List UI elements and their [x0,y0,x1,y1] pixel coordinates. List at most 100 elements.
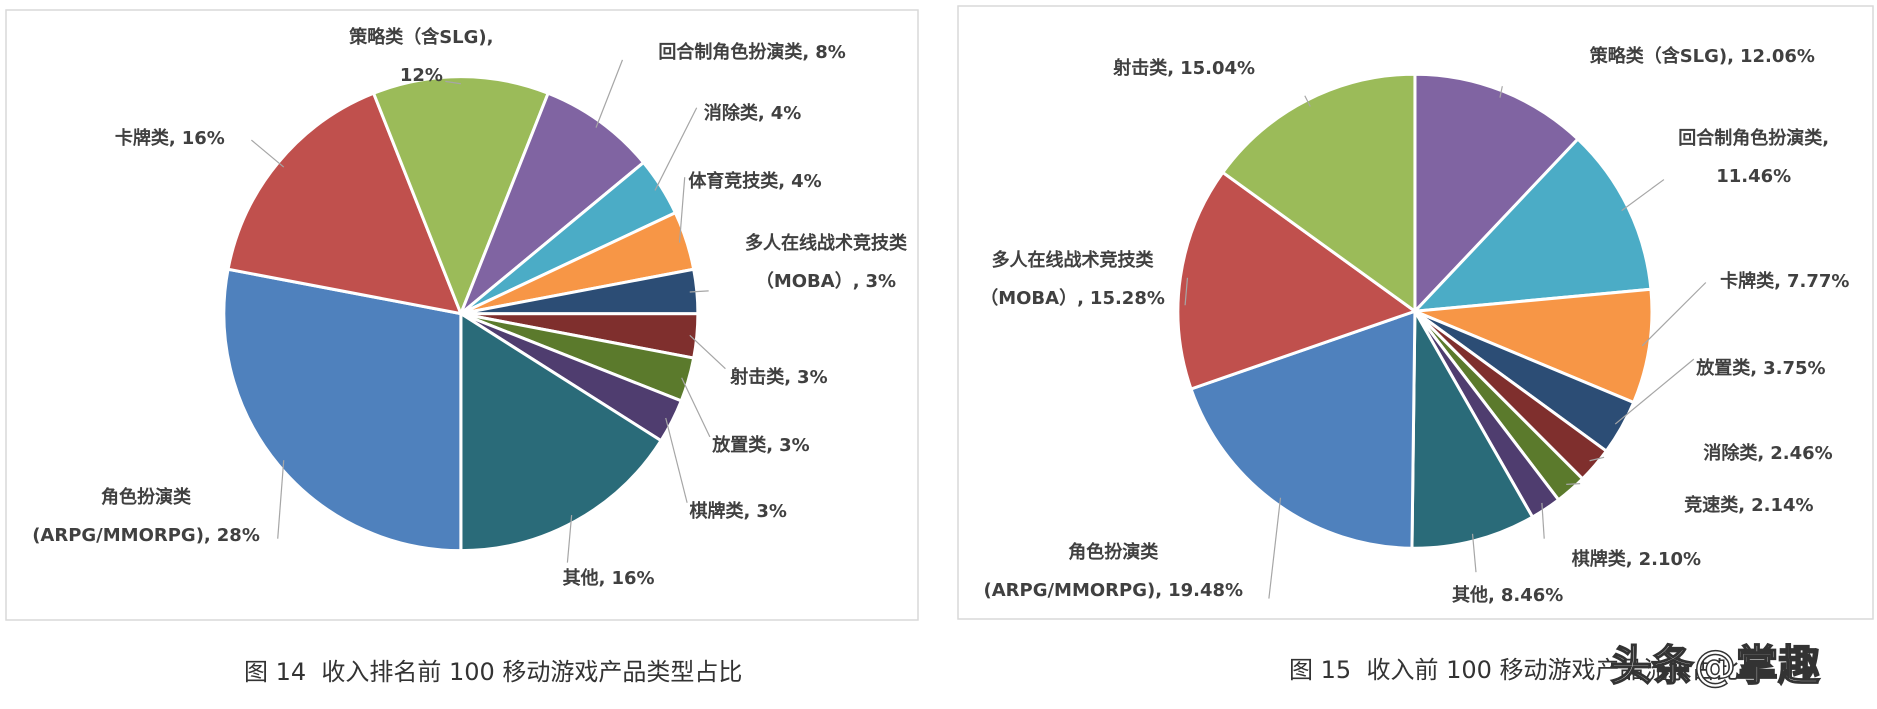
value-label: 8.46% [1500,584,1564,606]
chart-caption: 图 15 收入前 100 移动游戏产品流水占比 [1289,656,1740,684]
pie-slice [371,75,551,318]
slice-label: 其他, 16% [563,560,655,598]
slice-label: 回合制角色扮演类, 8% [658,34,845,72]
leader-line [1566,483,1581,485]
leader-line [1471,533,1477,573]
watermark: 头条@掌趣 [1609,640,1821,691]
value-label: 11.46% [1716,165,1792,187]
slice-label: 射击类, 3% [730,359,827,397]
value-label: 3% [779,435,810,457]
value-label: 15.28% [1089,287,1165,309]
slice-label: 策略类（含SLG), 12.06% [1590,38,1815,76]
pie-slice [222,267,463,553]
slice-label: 消除类, 2.46% [1703,435,1832,473]
slice-label: 卡牌类, 16% [115,120,225,158]
value-label: 7.77% [1787,271,1850,293]
slice-label: 射击类, 15.04% [1113,50,1255,88]
leader-line [250,139,285,168]
leader-line [689,290,709,293]
category-label: 其他, [1452,584,1495,606]
category-label: 卡牌类, [114,127,176,149]
leader-line [1304,95,1311,107]
slice-label: 体育竞技类, 4% [688,163,821,201]
value-label: 2.46% [1770,442,1833,464]
pie-slice [1411,136,1653,314]
category-label: 其他, [562,568,606,590]
leader-line [678,177,686,243]
slice-label: 角色扮演类 (ARPG/MMORPG), 19.48% [983,534,1243,610]
value-label: 16% [181,127,225,149]
category-label: 多人在线战术竞技类 （MOBA）, [744,233,907,293]
pie-slice [459,310,664,553]
leader-line [1541,502,1545,539]
pie-slice [1176,170,1419,391]
category-label: 棋牌类, [1571,549,1633,571]
slice-label: 策略类（含SLG), 12% [349,19,493,95]
category-label: 消除类, [1703,442,1765,464]
leader-line [1589,456,1605,462]
value-label: 4% [770,102,802,124]
slice-label: 放置类, 3.75% [1696,350,1825,388]
value-label: 15.04% [1180,58,1256,80]
leader-line [681,377,711,438]
category-label: 策略类（含SLG), [349,27,494,49]
slice-label: 棋牌类, 3% [690,493,787,531]
chart-caption: 图 14 收入排名前 100 移动游戏产品类型占比 [243,658,743,687]
value-label: 3% [756,501,787,523]
leader-line [595,59,624,128]
value-label: 19.48% [1168,579,1244,601]
leader-line [1268,497,1282,599]
pie-slice [459,91,646,315]
leader-line [1641,282,1707,347]
value-label: 3% [865,271,897,293]
category-label: 射击类, [1113,58,1175,80]
category-label: 放置类, [1696,357,1758,379]
slice-label: 棋牌类, 2.10% [1572,541,1701,579]
value-label: 28% [216,524,260,546]
leader-line [1184,277,1189,306]
value-label: 3.75% [1763,357,1826,379]
value-label: 3% [797,367,828,389]
category-label: 多人在线战术竞技类 （MOBA）, [980,249,1154,309]
slice-label: 其他, 8.46% [1452,577,1563,615]
category-label: 竞速类, [1684,495,1746,517]
slice-label: 多人在线战术竞技类 （MOBA）, 3% [745,225,907,301]
slice-label: 消除类, 4% [704,95,801,133]
category-label: 回合制角色扮演类, [1678,127,1830,149]
slice-label: 卡牌类, 7.77% [1720,263,1849,301]
slice-label: 竞速类, 2.14% [1684,487,1813,525]
leader-line [1499,86,1503,98]
leader-line [654,107,698,191]
category-label: 射击类, [730,367,792,389]
value-label: 2.14% [1751,495,1814,517]
leader-line [1621,179,1665,212]
category-label: 角色扮演类 (ARPG/MMORPG), [983,541,1163,601]
category-label: 策略类（含SLG), [1589,46,1734,68]
category-label: 体育竞技类, [688,170,786,192]
leader-line [689,334,726,370]
leader-line [445,80,461,85]
category-label: 回合制角色扮演类, [658,41,810,63]
slice-label: 回合制角色扮演类, 11.46% [1678,120,1829,196]
category-label: 角色扮演类 (ARPG/MMORPG), [32,486,211,546]
value-label: 12.06% [1739,46,1815,68]
pie-slice [1413,72,1580,316]
leader-line [1614,358,1695,425]
value-label: 16% [611,568,655,590]
value-label: 4% [791,170,822,192]
category-label: 棋牌类, [689,501,751,523]
value-label: 12% [399,65,443,87]
slice-label: 角色扮演类 (ARPG/MMORPG), 28% [32,479,260,555]
leader-line [277,460,285,539]
category-label: 放置类, [712,435,774,457]
leader-line [665,417,688,503]
category-label: 消除类, [703,102,765,124]
pie-slice [1414,287,1654,405]
category-label: 卡牌类, [1720,271,1782,293]
value-label: 8% [815,41,846,63]
pie-slice [1410,305,1535,550]
leader-line [566,515,573,563]
slice-label: 多人在线战术竞技类 （MOBA）, 15.28% [980,242,1165,318]
